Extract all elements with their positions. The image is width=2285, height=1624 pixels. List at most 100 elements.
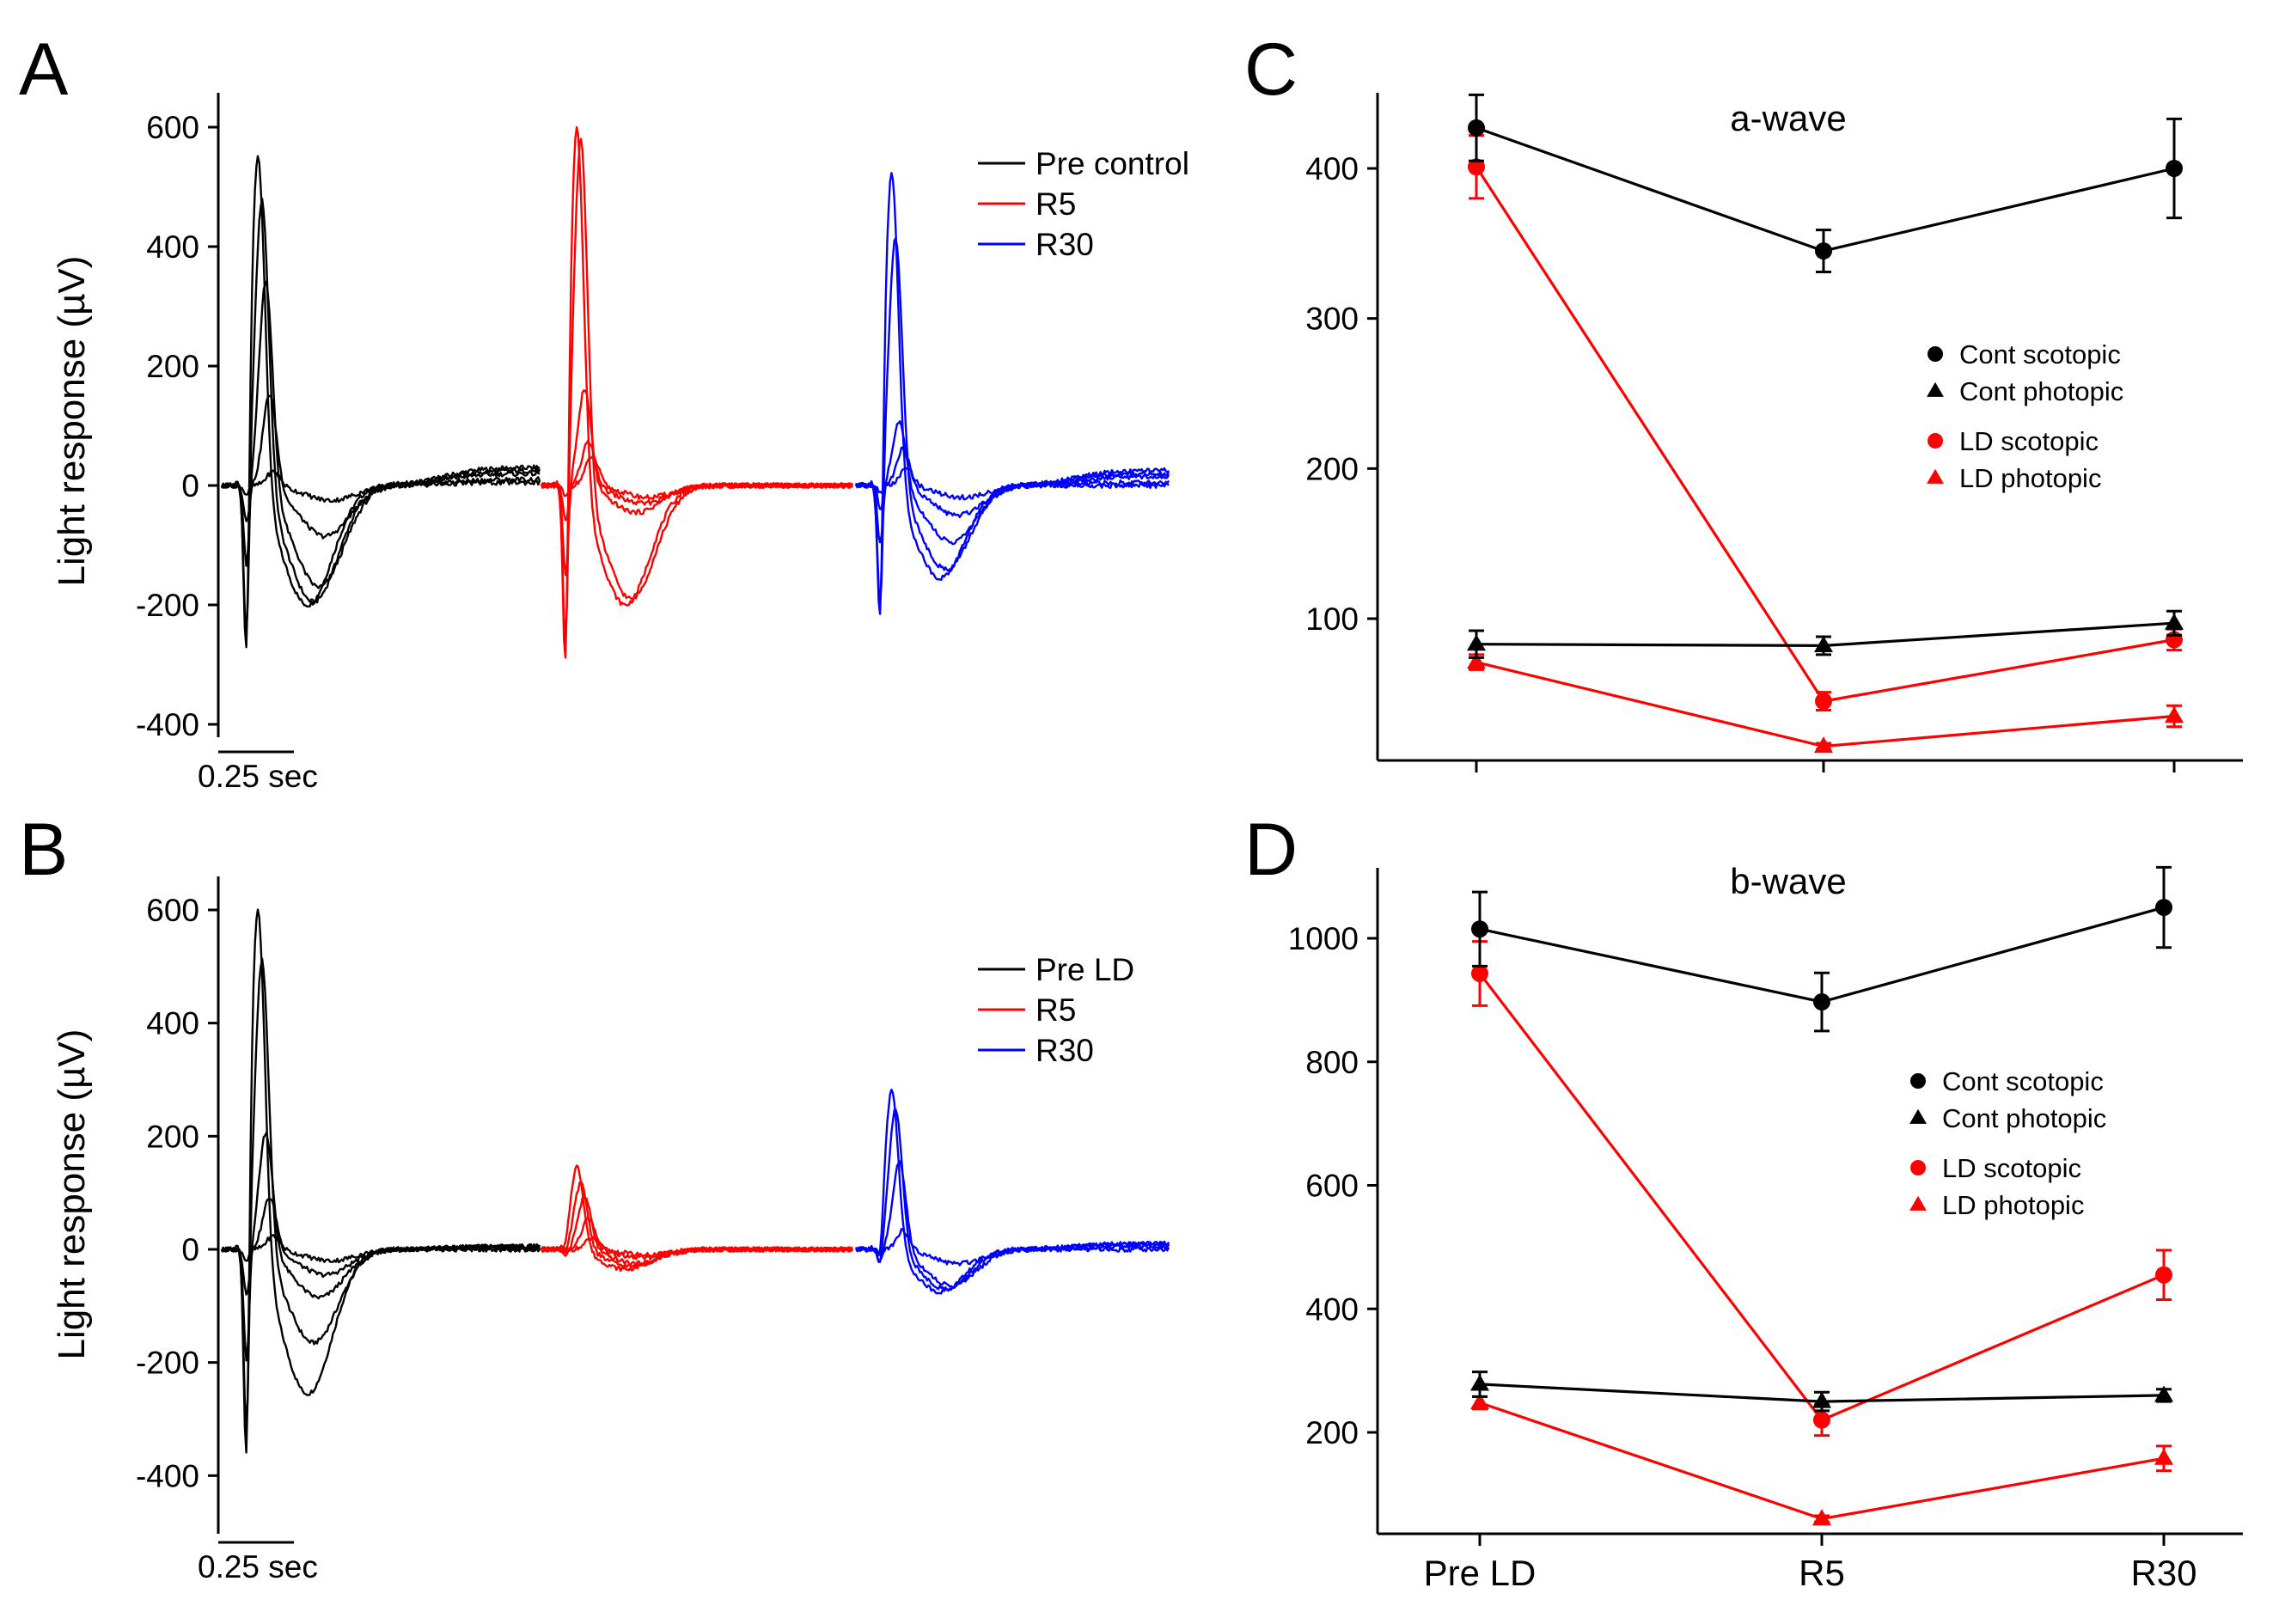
y-tick-label: 200 bbox=[146, 349, 199, 384]
y-tick-label: 1000 bbox=[1288, 921, 1359, 956]
y-tick-label: 300 bbox=[1305, 302, 1359, 337]
legend-item-cont-photopic: Cont photopic bbox=[1909, 1103, 2106, 1133]
series-cont-scotopic bbox=[1471, 865, 2172, 1033]
legend-label: Pre LD bbox=[1036, 952, 1134, 987]
y-tick-label: 200 bbox=[1305, 1415, 1359, 1450]
erg-trace bbox=[855, 446, 1170, 518]
trace-group-r30 bbox=[854, 1088, 1170, 1295]
trace-group-r30 bbox=[854, 172, 1170, 615]
erg-trace bbox=[220, 469, 541, 504]
erg-trace bbox=[856, 172, 1170, 615]
trace-group-pre-control bbox=[220, 155, 541, 649]
y-tick-label: 0 bbox=[181, 1232, 199, 1267]
erg-trace bbox=[221, 1131, 541, 1362]
data-point-circle bbox=[1471, 964, 1488, 982]
y-tick-label: 200 bbox=[1305, 451, 1359, 486]
data-point-triangle bbox=[1927, 468, 1944, 484]
erg-trace bbox=[541, 439, 853, 522]
legend-label: Cont photopic bbox=[1942, 1103, 2106, 1133]
legend-item-cont-photopic: Cont photopic bbox=[1927, 376, 2123, 406]
time-scale-label: 0.25 sec bbox=[198, 1549, 318, 1584]
erg-trace bbox=[220, 1234, 541, 1264]
time-scale-label: 0.25 sec bbox=[198, 759, 318, 794]
data-point-circle bbox=[1928, 433, 1943, 449]
legend-label: R30 bbox=[1036, 1033, 1094, 1068]
data-point-circle bbox=[1468, 158, 1485, 176]
y-tick-label: 400 bbox=[1305, 151, 1359, 186]
data-point-circle bbox=[2166, 160, 2183, 177]
legend-label: R5 bbox=[1036, 186, 1076, 222]
legend-label: LD scotopic bbox=[1942, 1153, 2081, 1183]
legend-label: Cont scotopic bbox=[1942, 1066, 2104, 1096]
series-ld-scotopic bbox=[1468, 134, 2183, 712]
x-tick-label: Pre LD bbox=[1424, 1553, 1537, 1593]
legend-label: LD photopic bbox=[1959, 463, 2101, 493]
chart-title: b-wave bbox=[1730, 861, 1846, 901]
data-point-triangle bbox=[1812, 1509, 1832, 1526]
erg-trace bbox=[854, 1160, 1170, 1290]
panel-letter-c: C bbox=[1244, 28, 1298, 111]
data-point-triangle bbox=[1812, 1391, 1832, 1408]
y-tick-label: 600 bbox=[146, 110, 199, 145]
legend-label: Cont photopic bbox=[1959, 376, 2123, 406]
y-tick-label: -400 bbox=[136, 707, 199, 742]
data-point-triangle bbox=[1466, 634, 1487, 651]
series-cont-photopic bbox=[1469, 1371, 2174, 1413]
x-tick-label: R30 bbox=[2130, 1553, 2196, 1593]
erg-trace bbox=[540, 137, 853, 640]
erg-trace bbox=[540, 455, 853, 500]
y-tick-label: 200 bbox=[146, 1119, 199, 1154]
legend-item-cont-scotopic: Cont scotopic bbox=[1910, 1066, 2104, 1096]
legend-item-ld-photopic: LD photopic bbox=[1927, 463, 2101, 493]
legend-label: LD photopic bbox=[1942, 1190, 2084, 1220]
legend-item-cont-scotopic: Cont scotopic bbox=[1928, 339, 2121, 369]
y-axis-label: Light response (µV) bbox=[51, 1029, 93, 1360]
y-tick-label: 100 bbox=[1305, 601, 1359, 637]
y-tick-label: 0 bbox=[181, 468, 199, 504]
series-ld-photopic bbox=[1469, 1393, 2174, 1526]
y-tick-label: -400 bbox=[136, 1458, 199, 1493]
data-point-circle bbox=[1910, 1160, 1926, 1175]
erg-trace bbox=[540, 1236, 853, 1259]
erg-trace bbox=[221, 1198, 541, 1296]
y-axis-label: Light response (µV) bbox=[51, 256, 93, 587]
series-line bbox=[1475, 126, 2175, 253]
data-point-triangle bbox=[1927, 382, 1944, 397]
legend-label: R5 bbox=[1036, 992, 1076, 1028]
data-point-triangle bbox=[1909, 1195, 1927, 1211]
data-point-triangle bbox=[2154, 1385, 2174, 1402]
data-point-triangle bbox=[2164, 706, 2184, 723]
legend-label: Cont scotopic bbox=[1959, 339, 2121, 369]
data-point-triangle bbox=[2164, 613, 2184, 630]
legend-label: R30 bbox=[1036, 227, 1094, 262]
panel-letter-d: D bbox=[1244, 809, 1298, 891]
data-point-circle bbox=[2155, 1266, 2172, 1284]
data-point-triangle bbox=[1909, 1108, 1927, 1124]
data-point-circle bbox=[1813, 1411, 1830, 1429]
data-point-circle bbox=[1813, 993, 1830, 1011]
erg-trace bbox=[540, 1181, 853, 1269]
trace-group-r5 bbox=[540, 1164, 854, 1273]
legend-item-ld-scotopic: LD scotopic bbox=[1928, 426, 2099, 456]
trace-group-r5 bbox=[540, 125, 854, 659]
erg-trace bbox=[856, 1088, 1170, 1295]
data-point-circle bbox=[1815, 242, 1832, 260]
series-cont-photopic bbox=[1466, 609, 2184, 659]
panel-letter-a: A bbox=[19, 28, 69, 111]
panel-b-erg-traces: 600 400 200 0 -200 -400 Light response (µV) 0.2… bbox=[51, 876, 1170, 1584]
panel-a-erg-traces: 600 400 200 0 -200 -400 Light response (µV) 0.2… bbox=[51, 93, 1189, 794]
legend-item-ld-scotopic: LD scotopic bbox=[1910, 1153, 2081, 1183]
erg-trace bbox=[855, 467, 1170, 501]
erg-trace bbox=[220, 155, 541, 649]
x-tick-label: R5 bbox=[1799, 1553, 1845, 1593]
erg-trace bbox=[855, 1228, 1170, 1267]
legend-label: Pre control bbox=[1036, 146, 1189, 181]
chart-title: a-wave bbox=[1730, 98, 1846, 138]
data-point-triangle bbox=[1466, 652, 1487, 669]
data-point-triangle bbox=[2154, 1448, 2174, 1465]
data-point-triangle bbox=[1469, 1374, 1490, 1391]
y-tick-label: 400 bbox=[146, 229, 199, 265]
data-point-circle bbox=[1815, 693, 1832, 711]
trace-group-pre-ld bbox=[220, 908, 541, 1454]
